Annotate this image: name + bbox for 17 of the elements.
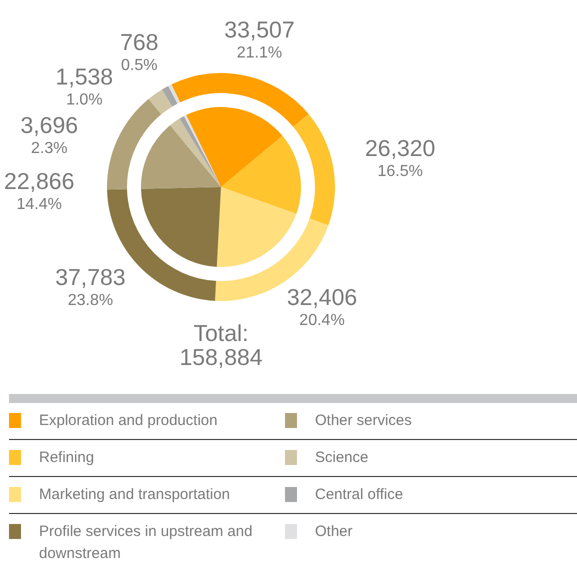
text: 32,406 20.4% xyxy=(286,284,358,330)
text: 22,866 14.4% xyxy=(4,168,74,213)
text: 33,507 21.1% xyxy=(224,16,295,62)
text: 37,783 23.8% xyxy=(55,264,126,310)
text: 1,538 1.0% xyxy=(56,63,114,108)
legend-label: Central office xyxy=(315,485,404,505)
text: 26,320 16.5% xyxy=(364,134,436,180)
text: 3,696 2.3% xyxy=(20,112,78,158)
text: Total: 158,884 xyxy=(179,320,263,370)
legend-label: Other services xyxy=(315,411,412,431)
legend-label: Exploration and production xyxy=(39,411,218,431)
legend-label: Refining xyxy=(39,448,94,468)
legend-label: Science xyxy=(315,448,368,468)
legend-label: Other xyxy=(315,522,353,542)
legend-label: Marketing and transportation xyxy=(39,485,230,505)
legend-label: Profile services in upstream and downstream xyxy=(39,522,254,564)
text: 768 0.5% xyxy=(120,28,158,74)
